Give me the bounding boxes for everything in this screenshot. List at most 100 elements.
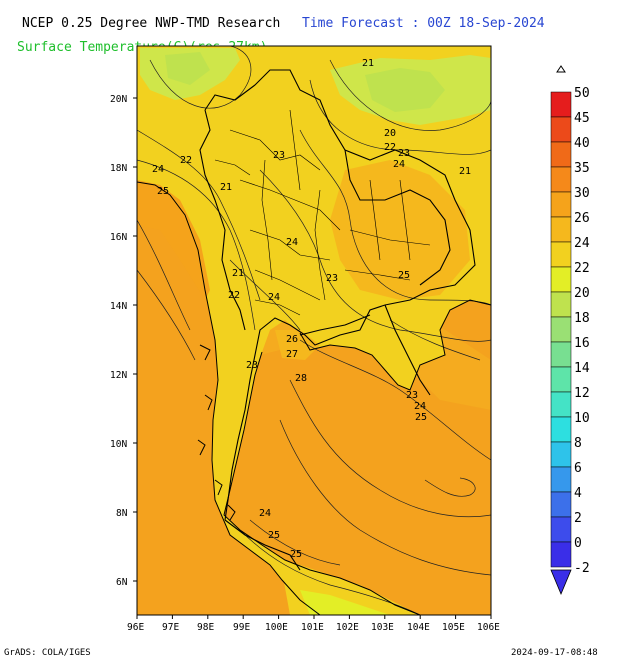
contour-label: 21 [220, 182, 232, 193]
lon-label: 106E [477, 622, 500, 633]
lat-label: 20N [110, 94, 127, 105]
colorbar-box [550, 516, 572, 543]
lon-label: 104E [407, 622, 430, 633]
lon-label: 99E [233, 622, 250, 633]
colorbar-label: 20 [574, 286, 590, 301]
warm-plateau [330, 160, 470, 300]
colorbar-box [550, 191, 572, 218]
lon-label: 100E [265, 622, 288, 633]
contour-label: 20 [384, 128, 396, 139]
footer-timestamp: 2024-09-17-08:48 [511, 648, 598, 658]
colorbar-label: 6 [574, 461, 582, 476]
map-field [137, 46, 491, 615]
colorbar-box [550, 291, 572, 318]
footer-credit: GrADS: COLA/IGES [4, 648, 91, 658]
contour-label: 25 [157, 186, 169, 197]
contour-label: 27 [286, 349, 298, 360]
colorbar-box [550, 466, 572, 493]
lat-label: 18N [110, 163, 127, 174]
lat-label: 12N [110, 370, 127, 381]
contour-label: 21 [459, 166, 471, 177]
lon-label: 103E [371, 622, 394, 633]
colorbar: 50 45 40 35 30 26 24 22 20 18 16 14 12 1… [550, 65, 590, 596]
colorbar-label: 18 [574, 311, 590, 326]
colorbar-label: 30 [574, 186, 590, 201]
lon-label: 96E [127, 622, 144, 633]
forecast-time-title: Time Forecast : 00Z 18-Sep-2024 [302, 16, 545, 31]
contour-label: 24 [414, 401, 426, 412]
lon-label: 102E [336, 622, 359, 633]
province-borders [214, 109, 431, 316]
lat-label: 6N [116, 577, 128, 588]
contour-label: 22 [180, 155, 192, 166]
colorbar-box [550, 116, 572, 143]
colorbar-label: 24 [574, 236, 590, 251]
colorbar-labels: 50 45 40 35 30 26 24 22 20 18 16 14 12 1… [574, 86, 590, 576]
contour-label: 25 [398, 270, 410, 281]
colorbar-box [550, 266, 572, 293]
colorbar-label: 40 [574, 136, 590, 151]
lon-label: 101E [301, 622, 324, 633]
lon-label: 105E [442, 622, 465, 633]
contour-label: 23 [406, 390, 418, 401]
colorbar-box [550, 91, 572, 118]
colorbar-label: 14 [574, 361, 590, 376]
colorbar-box [550, 241, 572, 268]
contour-label: 24 [268, 292, 280, 303]
colorbar-label: 4 [574, 486, 582, 501]
contour-label: 21 [232, 268, 244, 279]
lat-label: 14N [110, 301, 127, 312]
colorbar-label: 35 [574, 161, 590, 176]
lat-label: 8N [116, 508, 128, 519]
contour-label: 24 [152, 164, 164, 175]
contour-label: 24 [259, 508, 271, 519]
contour-label: 25 [415, 412, 427, 423]
contour-label: 23 [326, 273, 338, 284]
colorbar-box [550, 441, 572, 468]
colorbar-label: 26 [574, 211, 590, 226]
lat-label: 10N [110, 439, 127, 450]
latitude-labels: 6N 8N 10N 12N 14N 16N 18N 20N [110, 94, 128, 588]
colorbar-label: 12 [574, 386, 590, 401]
longitude-labels: 96E 97E 98E 99E 100E 101E 102E 103E 104E… [127, 622, 500, 633]
colorbar-label: 10 [574, 411, 590, 426]
colorbar-box [550, 541, 572, 568]
colorbar-box [550, 491, 572, 518]
coastlines [137, 181, 491, 615]
colorbar-box [550, 341, 572, 368]
contour-label: 28 [295, 373, 307, 384]
colorbar-label: 2 [574, 511, 582, 526]
axis-ticks [133, 97, 492, 619]
contour-label: 25 [268, 530, 280, 541]
contour-label: 25 [290, 549, 302, 560]
contour-label: 23 [398, 148, 410, 159]
contour-label: 23 [273, 150, 285, 161]
contour-label: 24 [393, 159, 405, 170]
title-left: NCEP 0.25 Degree NWP-TMD Research [22, 16, 281, 31]
colorbar-boxes [550, 91, 572, 568]
colorbar-box [550, 141, 572, 168]
contour-label: 21 [362, 58, 374, 69]
colorbar-label: 50 [574, 86, 590, 101]
contour-label: 22 [228, 290, 240, 301]
colorbar-label: 0 [574, 536, 582, 551]
contour-label: 24 [286, 237, 298, 248]
colorbar-box [550, 316, 572, 343]
lat-label: 16N [110, 232, 127, 243]
lon-label: 98E [197, 622, 214, 633]
colorbar-label: 45 [574, 111, 590, 126]
contour-label: 26 [286, 334, 298, 345]
colorbar-box [550, 391, 572, 418]
colorbar-label: -2 [574, 561, 590, 576]
contour-label: 23 [246, 360, 258, 371]
colorbar-label: 16 [574, 336, 590, 351]
lon-label: 97E [162, 622, 179, 633]
colorbar-label: 22 [574, 261, 590, 276]
colorbar-box [550, 216, 572, 243]
colorbar-label: 8 [574, 436, 582, 451]
country-borders [199, 69, 476, 571]
colorbar-box [550, 416, 572, 443]
contour-label: 22 [384, 142, 396, 153]
colorbar-top-arrow [556, 65, 566, 73]
